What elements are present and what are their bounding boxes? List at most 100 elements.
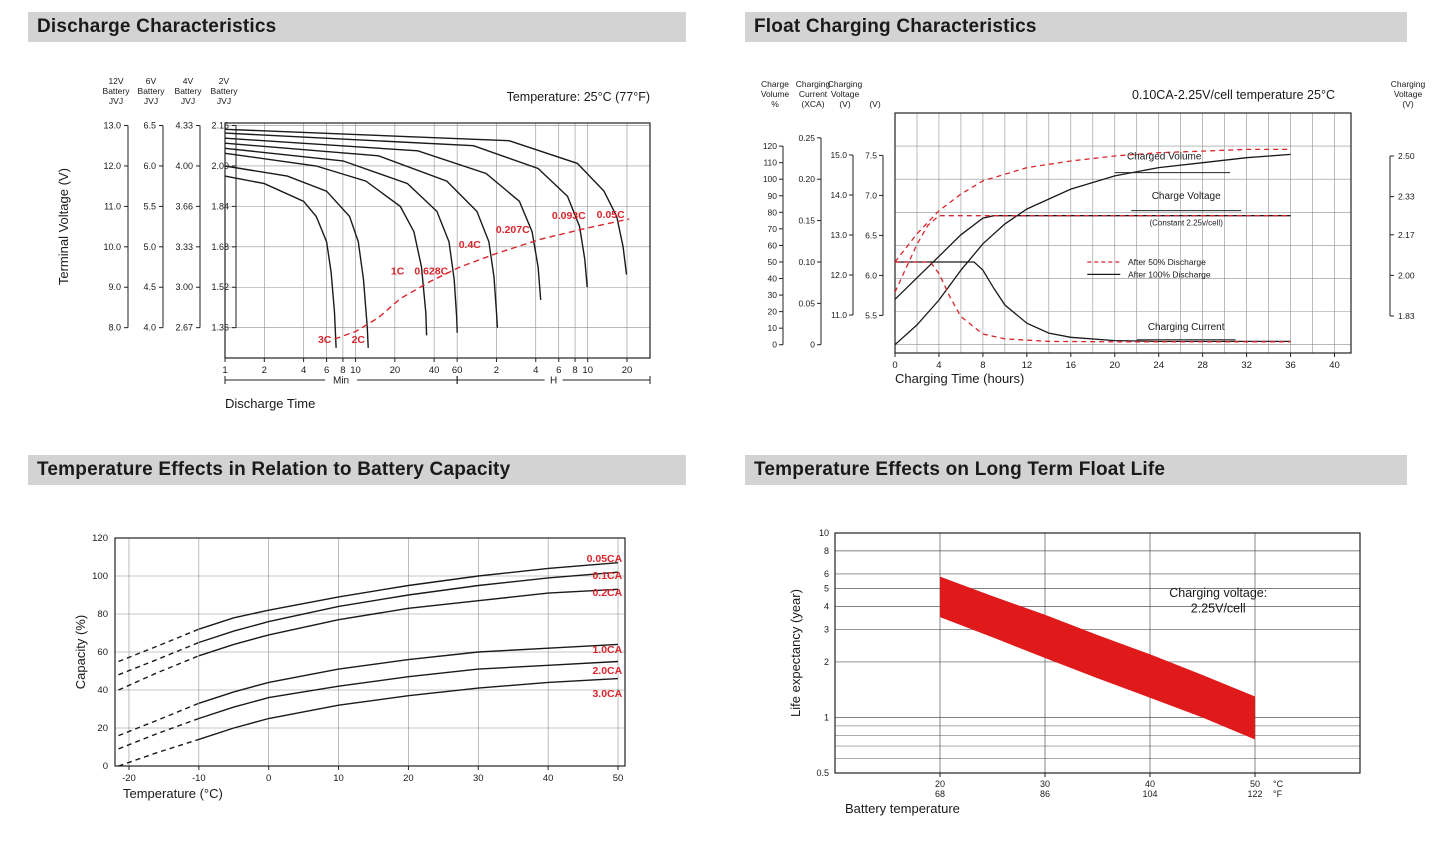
svg-text:14.0: 14.0 bbox=[830, 190, 847, 200]
svg-text:13.0: 13.0 bbox=[103, 121, 121, 131]
svg-text:Battery temperature: Battery temperature bbox=[845, 801, 960, 816]
svg-text:H: H bbox=[550, 376, 557, 387]
svg-text:5.5: 5.5 bbox=[143, 201, 156, 211]
svg-text:70: 70 bbox=[768, 224, 778, 234]
svg-text:Volume: Volume bbox=[761, 89, 790, 99]
svg-text:1.0CA: 1.0CA bbox=[592, 644, 622, 656]
svg-text:9.0: 9.0 bbox=[108, 282, 121, 292]
svg-text:Battery: Battery bbox=[175, 86, 203, 96]
svg-text:6: 6 bbox=[556, 365, 561, 376]
svg-text:12: 12 bbox=[1022, 360, 1033, 371]
svg-text:0.25: 0.25 bbox=[798, 133, 815, 143]
svg-text:0.10: 0.10 bbox=[798, 257, 815, 267]
svg-text:4: 4 bbox=[936, 360, 941, 371]
svg-text:1: 1 bbox=[222, 365, 227, 376]
svg-text:50: 50 bbox=[768, 257, 778, 267]
svg-text:40: 40 bbox=[429, 365, 440, 376]
svg-text:3.00: 3.00 bbox=[175, 282, 193, 292]
svg-text:30: 30 bbox=[473, 773, 484, 784]
svg-text:6.5: 6.5 bbox=[865, 230, 877, 240]
svg-text:100: 100 bbox=[763, 174, 777, 184]
svg-text:8: 8 bbox=[572, 365, 577, 376]
svg-text:0.093C: 0.093C bbox=[552, 210, 586, 222]
svg-text:50: 50 bbox=[1250, 779, 1260, 789]
svg-text:10: 10 bbox=[819, 528, 829, 538]
svg-text:20: 20 bbox=[403, 773, 414, 784]
svg-text:JVJ: JVJ bbox=[109, 96, 123, 106]
svg-text:20: 20 bbox=[935, 779, 945, 789]
svg-text:(V): (V) bbox=[869, 99, 881, 109]
svg-text:1C: 1C bbox=[391, 266, 405, 278]
svg-text:8: 8 bbox=[824, 546, 829, 556]
svg-text:0: 0 bbox=[266, 773, 271, 784]
svg-text:50: 50 bbox=[613, 773, 624, 784]
svg-text:Temperature (°C): Temperature (°C) bbox=[123, 786, 223, 801]
svg-text:0.207C: 0.207C bbox=[496, 224, 530, 236]
svg-text:After 100% Discharge: After 100% Discharge bbox=[1128, 269, 1211, 279]
svg-text:40: 40 bbox=[1329, 360, 1340, 371]
svg-text:Life expectancy (year): Life expectancy (year) bbox=[788, 589, 803, 717]
section-header-float-life: Temperature Effects on Long Term Float L… bbox=[745, 455, 1407, 485]
svg-text:5: 5 bbox=[824, 584, 829, 594]
svg-text:0.628C: 0.628C bbox=[414, 266, 448, 278]
svg-text:30: 30 bbox=[1040, 779, 1050, 789]
svg-text:Terminal Voltage (V): Terminal Voltage (V) bbox=[56, 168, 71, 285]
svg-text:10: 10 bbox=[768, 323, 778, 333]
svg-text:36: 36 bbox=[1285, 360, 1296, 371]
svg-text:8: 8 bbox=[340, 365, 345, 376]
section-title-float-charging: Float Charging Characteristics bbox=[754, 16, 1037, 37]
svg-text:7.5: 7.5 bbox=[865, 150, 877, 160]
svg-text:°C: °C bbox=[1273, 779, 1284, 789]
svg-text:0.4C: 0.4C bbox=[459, 239, 482, 251]
svg-text:0.2CA: 0.2CA bbox=[592, 587, 622, 599]
svg-text:Charging voltage:: Charging voltage: bbox=[1169, 586, 1267, 600]
svg-text:Voltage: Voltage bbox=[831, 89, 860, 99]
svg-text:0.1CA: 0.1CA bbox=[592, 570, 622, 582]
float-life-chart: 1086543210.5206830864010450122°C°FChargi… bbox=[788, 528, 1361, 816]
svg-text:10: 10 bbox=[582, 365, 593, 376]
svg-text:90: 90 bbox=[768, 191, 778, 201]
svg-text:Charge Voltage: Charge Voltage bbox=[1152, 191, 1221, 202]
panel-float-charging: Float Charging Characteristics 0 4 8 12 16 20… bbox=[745, 12, 1435, 442]
section-header-temp-capacity: Temperature Effects in Relation to Batte… bbox=[28, 455, 686, 485]
svg-text:60: 60 bbox=[97, 647, 108, 658]
svg-text:2V: 2V bbox=[219, 76, 230, 86]
svg-text:60: 60 bbox=[768, 240, 778, 250]
section-title-float-life: Temperature Effects on Long Term Float L… bbox=[754, 459, 1166, 480]
svg-text:JVJ: JVJ bbox=[217, 96, 231, 106]
svg-text:120: 120 bbox=[92, 533, 108, 544]
section-header-float-charging: Float Charging Characteristics bbox=[745, 12, 1407, 42]
svg-text:1.68: 1.68 bbox=[211, 242, 229, 252]
svg-text:(Constant 2.25v/cell): (Constant 2.25v/cell) bbox=[1149, 219, 1223, 228]
svg-text:After 50% Discharge: After 50% Discharge bbox=[1128, 257, 1206, 267]
svg-text:4: 4 bbox=[824, 601, 829, 611]
section-title-discharge: Discharge Characteristics bbox=[37, 16, 277, 37]
svg-text:8.0: 8.0 bbox=[108, 323, 121, 333]
svg-text:12.0: 12.0 bbox=[830, 270, 847, 280]
discharge-characteristics-chart: 1 2 4 6 8 10 20 40 60 2 4 6 8 10 2012VBatteryJVJ13.012… bbox=[56, 76, 651, 411]
svg-text:-20: -20 bbox=[122, 773, 136, 784]
svg-text:10.0: 10.0 bbox=[103, 242, 121, 252]
svg-text:Charging Current: Charging Current bbox=[1148, 322, 1225, 333]
svg-text:100: 100 bbox=[92, 571, 108, 582]
svg-text:20: 20 bbox=[1109, 360, 1120, 371]
svg-text:2: 2 bbox=[494, 365, 499, 376]
svg-text:2.25V/cell: 2.25V/cell bbox=[1191, 602, 1246, 616]
svg-text:2C: 2C bbox=[352, 334, 366, 346]
svg-text:24: 24 bbox=[1153, 360, 1164, 371]
svg-text:Battery: Battery bbox=[211, 86, 239, 96]
svg-text:Current: Current bbox=[799, 89, 828, 99]
svg-text:40: 40 bbox=[543, 773, 554, 784]
temperature-capacity-chart: -20 -10 0 10 20 30 40 50 0 20 40 60 80 100 120 0.05CA 0.… bbox=[73, 533, 626, 801]
svg-text:30: 30 bbox=[768, 290, 778, 300]
svg-text:12.0: 12.0 bbox=[103, 161, 121, 171]
svg-text:1.83: 1.83 bbox=[1398, 311, 1415, 321]
svg-text:2.67: 2.67 bbox=[175, 323, 193, 333]
svg-text:-10: -10 bbox=[192, 773, 206, 784]
svg-text:1: 1 bbox=[824, 712, 829, 722]
svg-text:Charging: Charging bbox=[828, 79, 863, 89]
svg-text:Charge: Charge bbox=[761, 79, 789, 89]
svg-text:10: 10 bbox=[333, 773, 344, 784]
svg-text:68: 68 bbox=[935, 789, 945, 799]
svg-text:Charged Volume: Charged Volume bbox=[1127, 151, 1202, 162]
